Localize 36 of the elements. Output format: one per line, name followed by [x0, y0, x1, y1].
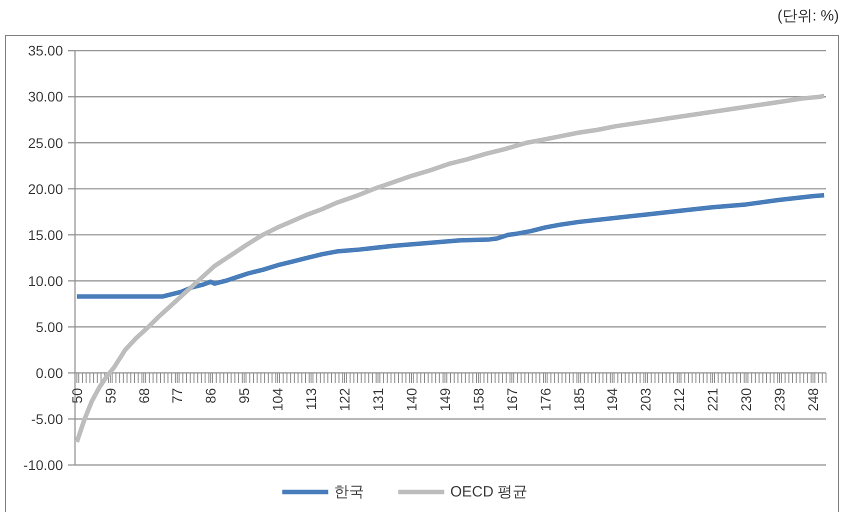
x-tick-label: 176: [537, 388, 554, 412]
y-tick-label: 15.00: [28, 226, 64, 243]
x-tick-label: 203: [638, 388, 654, 412]
x-tick-label: 248: [804, 388, 821, 412]
x-tick-label: 230: [738, 388, 754, 412]
y-tick-label: 20.00: [28, 180, 64, 197]
x-tick-label: 167: [504, 388, 520, 412]
x-tick-label: 158: [470, 388, 486, 412]
x-tick-label: 131: [370, 388, 386, 412]
y-tick-label: -10.00: [23, 457, 64, 473]
legend-label: OECD 평균: [450, 484, 528, 500]
y-tick-label: 10.00: [28, 272, 64, 289]
y-tick-label: -5.00: [31, 410, 64, 427]
x-tick-label: 59: [102, 388, 118, 404]
x-tick-label: 86: [202, 388, 219, 404]
x-tick-label: 221: [704, 388, 721, 412]
x-tick-label: 212: [671, 388, 688, 412]
x-tick-label: 113: [303, 388, 320, 410]
x-tick-label: 77: [169, 388, 186, 404]
x-tick-label: 149: [436, 388, 453, 412]
x-tick-label: 185: [570, 388, 587, 412]
y-tick-label: 25.00: [28, 134, 64, 151]
x-tick-label: 239: [772, 388, 788, 412]
x-tick-label: 95: [236, 388, 252, 404]
y-tick-label: 35.00: [28, 42, 64, 59]
text: (단위: %): [777, 8, 839, 24]
x-tick-label: 104: [270, 388, 286, 412]
x-tick-label: 122: [336, 388, 353, 412]
legend-label: 한국: [334, 484, 364, 500]
y-tick-label: 30.00: [28, 88, 64, 105]
x-tick-label: 50: [68, 388, 85, 404]
y-tick-label: 0.00: [36, 364, 64, 381]
y-tick-label: 5.00: [36, 318, 64, 335]
x-tick-label: 194: [604, 388, 620, 412]
x-tick-label: 68: [136, 388, 152, 404]
x-tick-label: 140: [403, 388, 420, 412]
